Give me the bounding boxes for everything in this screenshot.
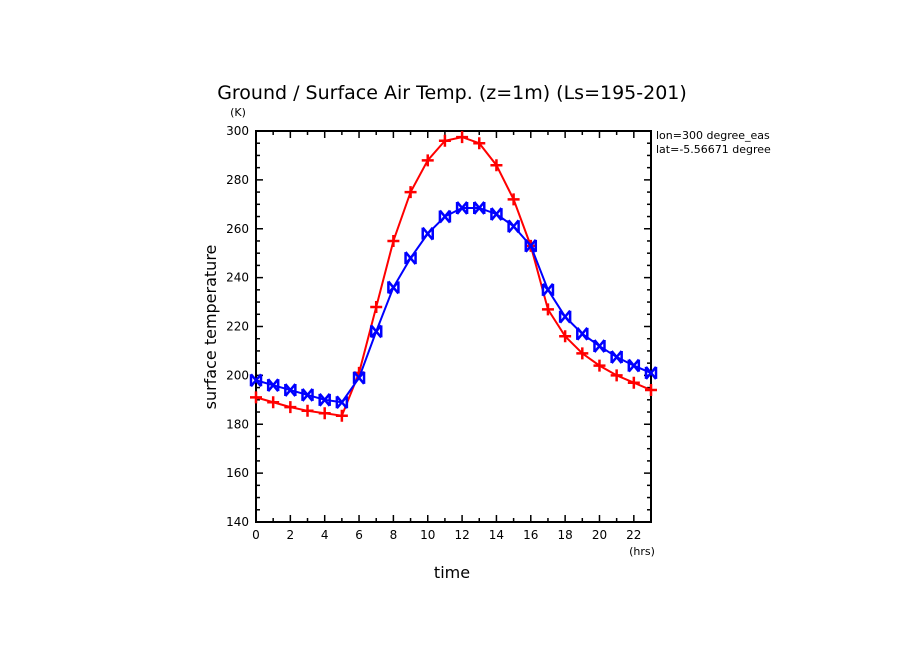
- data-point: [576, 327, 589, 341]
- series-line: [255, 136, 652, 417]
- data-point: [266, 378, 280, 392]
- x-tick-label: 8: [390, 528, 398, 542]
- data-point: [559, 330, 572, 343]
- annotation-lat: lat=-5.56671 degree: [656, 143, 771, 156]
- x-axis-label: time: [434, 563, 470, 582]
- data-point: [267, 396, 280, 409]
- y-unit-label: (K): [230, 106, 246, 119]
- data-point: [558, 309, 572, 324]
- data-point: [438, 209, 452, 224]
- x-unit-label: (hrs): [629, 545, 655, 558]
- data-point: [627, 376, 640, 389]
- x-tick-label: 18: [557, 528, 572, 542]
- x-tick-label: 2: [287, 528, 295, 542]
- y-tick-label: 140: [226, 515, 249, 529]
- data-point: [250, 391, 262, 404]
- data-point: [387, 234, 400, 247]
- y-tick-label: 180: [226, 417, 249, 431]
- data-point: [335, 395, 349, 410]
- data-point: [507, 219, 520, 234]
- data-point: [404, 186, 417, 199]
- data-point: [421, 226, 434, 241]
- data-point: [541, 303, 554, 316]
- plot-frame: [255, 130, 652, 523]
- y-tick-label: 160: [226, 466, 249, 480]
- y-tick-label: 300: [226, 124, 249, 138]
- data-point: [404, 251, 417, 265]
- data-point: [610, 369, 623, 382]
- data-point: [335, 409, 348, 422]
- x-tick-label: 4: [321, 528, 329, 542]
- data-point: [627, 358, 641, 373]
- data-point: [284, 401, 297, 414]
- x-tick-label: 10: [420, 528, 435, 542]
- data-point: [507, 193, 520, 206]
- data-point: [455, 201, 469, 215]
- data-point: [490, 207, 503, 221]
- data-point: [284, 383, 297, 397]
- y-tick-label: 240: [226, 271, 249, 285]
- series-line: [255, 206, 652, 404]
- data-point: [301, 404, 314, 417]
- x-tick-label: 20: [592, 528, 607, 542]
- y-tick-label: 220: [226, 320, 249, 334]
- data-point: [301, 388, 314, 402]
- series-0: [250, 131, 657, 422]
- x-tick-label: 22: [626, 528, 641, 542]
- data-point: [541, 283, 555, 297]
- data-point: [369, 324, 383, 339]
- x-tick-label: 12: [454, 528, 469, 542]
- x-tick-label: 0: [252, 528, 260, 542]
- series-1: [249, 201, 658, 410]
- data-point: [318, 407, 331, 420]
- data-point: [490, 159, 503, 172]
- data-point: [645, 384, 657, 397]
- data-point: [593, 339, 606, 353]
- data-point: [249, 373, 263, 388]
- y-tick-label: 280: [226, 173, 249, 187]
- chart-title: Ground / Surface Air Temp. (z=1m) (Ls=19…: [217, 82, 687, 104]
- y-tick-label: 200: [226, 368, 249, 382]
- data-point: [421, 154, 434, 167]
- data-point: [352, 371, 366, 385]
- data-point: [593, 359, 606, 372]
- data-point: [318, 393, 331, 407]
- y-tick-label: 260: [226, 222, 249, 236]
- data-point: [438, 134, 451, 147]
- data-point: [576, 347, 589, 360]
- data-point: [370, 300, 383, 313]
- x-tick-label: 6: [355, 528, 363, 542]
- data-point: [473, 201, 486, 215]
- x-tick-label: 16: [523, 528, 538, 542]
- data-point: [644, 366, 658, 380]
- data-point: [473, 137, 486, 150]
- data-point: [610, 350, 623, 364]
- annotation-lon: lon=300 degree_eas: [656, 129, 770, 142]
- x-tick-label: 14: [489, 528, 504, 542]
- y-axis-label: surface temperature: [201, 245, 220, 410]
- data-point: [387, 280, 400, 295]
- data-point: [524, 239, 538, 253]
- data-point: [456, 131, 469, 144]
